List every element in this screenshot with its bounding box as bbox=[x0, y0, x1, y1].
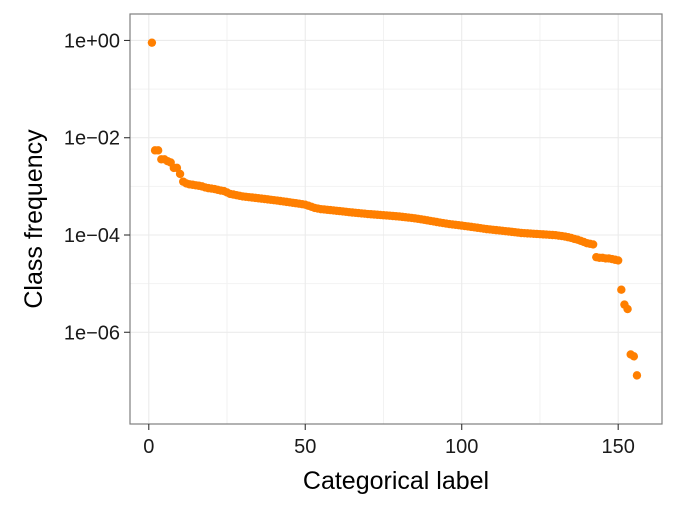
y-axis-title: Class frequency bbox=[20, 129, 48, 309]
y-tick-label: 1e−06 bbox=[64, 322, 120, 344]
data-point bbox=[629, 352, 639, 361]
data-point bbox=[623, 304, 632, 314]
y-tick-label: 1e−02 bbox=[64, 128, 120, 150]
x-tick-label: 50 bbox=[294, 436, 316, 458]
y-tick-label: 1e+00 bbox=[64, 30, 120, 52]
data-point bbox=[153, 146, 163, 155]
data-points bbox=[147, 38, 642, 380]
y-tick-label: 1e−04 bbox=[64, 225, 120, 247]
x-axis-title: Categorical label bbox=[303, 467, 489, 495]
x-tick-label: 0 bbox=[143, 436, 154, 458]
data-point bbox=[175, 169, 185, 179]
data-point bbox=[632, 371, 642, 380]
plot-border bbox=[129, 13, 663, 425]
y-axis: 1e+00 1e−02 1e−04 1e−06 bbox=[64, 30, 130, 344]
data-point bbox=[617, 285, 626, 294]
x-axis: 0 50 100 150 bbox=[143, 424, 635, 458]
data-point bbox=[147, 38, 157, 47]
x-tick-label: 150 bbox=[602, 436, 635, 458]
major-gridlines bbox=[130, 14, 662, 424]
data-point bbox=[613, 256, 623, 265]
x-tick-label: 100 bbox=[445, 436, 478, 458]
data-point bbox=[588, 240, 598, 249]
